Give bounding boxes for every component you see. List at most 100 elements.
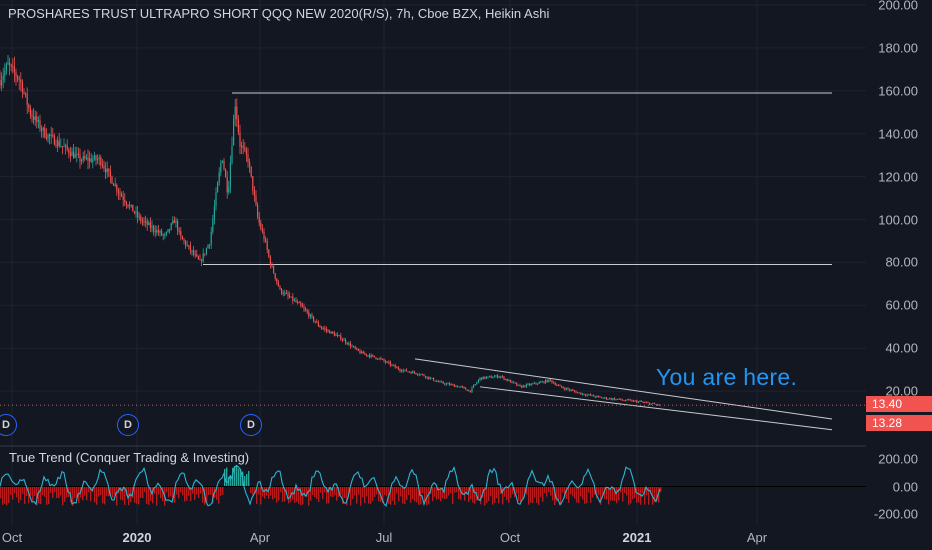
indicator-bar [560,486,562,506]
indicator-bar [452,486,454,505]
candle-body [421,374,423,376]
candle-body [165,231,167,235]
indicator-bar [646,486,648,496]
indicator-bar [568,486,570,503]
indicator-bar [102,486,104,504]
candle-body [17,76,19,79]
indicator-bar [74,486,76,499]
indicator-bar [398,486,400,502]
candle-body [372,355,374,357]
indicator-bar [502,486,504,505]
candle-body [196,254,198,257]
candle-body [284,292,286,294]
indicator-bar [314,486,316,498]
candle-body [492,377,494,379]
candle-body [20,79,22,83]
candle-body [125,202,127,205]
candle-body [436,381,438,383]
candle-body [636,400,638,403]
indicator-bar [100,486,102,495]
candle-body [410,372,412,374]
dividend-marker[interactable]: D [0,414,17,436]
indicator-bar [304,486,306,497]
candle-body [157,230,159,233]
indicator-bar [548,486,550,493]
candle-body [612,398,614,400]
indicator-y-tick-label: 200.00 [878,451,918,467]
candle-body [509,379,511,383]
indicator-bar [590,486,592,503]
candle-body [569,389,571,391]
indicator-bar [540,486,542,497]
indicator-bar [628,486,630,505]
indicator-bar [564,486,566,498]
candle-body [658,404,660,406]
candle-body [335,334,337,336]
indicator-bar [468,486,470,502]
indicator-bar [366,486,368,497]
candle-body [601,397,603,399]
indicator-bar [636,486,638,503]
indicator-bar [454,486,456,493]
indicator-bar [110,486,112,496]
candle-body [655,404,657,406]
candle-body [500,376,502,378]
indicator-bar [226,467,228,487]
candle-body [381,358,383,360]
indicator-bar [648,486,650,505]
indicator-bar [516,486,518,494]
indicator-bar [30,486,32,496]
candle-body [69,153,71,157]
indicator-bar [534,486,536,498]
candle-body [164,234,166,236]
indicator-bar [506,486,508,501]
trend-line[interactable] [414,358,833,420]
previous-price-label: 13.28 [866,415,932,431]
candle-body [621,399,623,401]
candle-body [47,134,49,139]
candle-body [468,390,470,392]
candle-body [145,220,147,222]
indicator-bar [442,486,444,499]
indicator-bar [624,486,626,494]
candle-body [615,399,617,401]
indicator-bar [402,486,404,504]
candle-body [172,220,174,224]
indicator-bar [24,486,26,504]
candle-body [647,402,649,404]
candle-body [399,369,401,371]
indicator-bar [616,486,618,504]
indicator-bar [48,486,50,504]
candle-body [554,382,556,385]
candle-body [437,381,439,383]
indicator-bar [336,486,338,501]
candle-body [305,308,307,311]
dividend-marker[interactable]: D [117,414,139,436]
candle-body [429,377,431,379]
candle-body [641,401,643,403]
x-tick-label: Jul [375,530,393,545]
indicator-bar [348,486,350,495]
candle-body [0,80,1,86]
indicator-bar [494,486,496,503]
dividend-marker[interactable]: D [240,414,262,436]
indicator-bar [180,486,182,493]
indicator-bar [182,486,184,496]
indicator-bar [334,486,336,496]
candle-body [570,389,572,391]
candle-body [277,281,279,287]
indicator-bar [356,486,358,504]
candle-body [322,328,324,330]
candle-body [449,383,451,385]
candle-body [377,358,379,360]
indicator-bar [276,486,278,503]
indicator-bar [234,466,236,487]
candle-body [298,302,300,304]
candle-body [498,376,500,378]
trend-line[interactable] [479,386,833,431]
candle-body [604,397,606,399]
candle-body [161,230,163,235]
indicator-bar [8,486,10,504]
indicator-bar [326,486,328,504]
